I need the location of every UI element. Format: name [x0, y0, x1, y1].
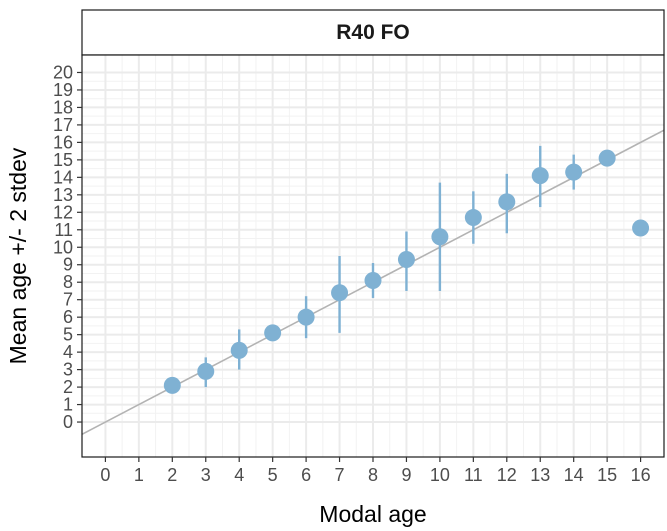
x-tick-label: 7 — [335, 465, 345, 485]
y-tick-label: 17 — [53, 115, 73, 135]
y-tick-label: 7 — [63, 290, 73, 310]
y-axis-title: Mean age +/- 2 stdev — [5, 147, 31, 364]
strip-background — [81, 9, 665, 56]
x-tick-label: 2 — [167, 465, 177, 485]
data-point — [632, 219, 650, 237]
x-tick-label: 16 — [631, 465, 651, 485]
y-tick-label: 16 — [53, 132, 73, 152]
x-tick-label: 3 — [201, 465, 211, 485]
facet-label: R40 FO — [336, 21, 410, 44]
y-tick-label: 1 — [63, 395, 73, 415]
y-tick-label: 6 — [63, 307, 73, 327]
y-tick-label: 2 — [63, 377, 73, 397]
x-axis-ticks: 0 1 2 3 4 5 6 7 8 9 10 11 12 13 14 15 16 — [100, 457, 651, 485]
y-tick-label: 18 — [53, 97, 73, 117]
data-point — [331, 284, 349, 302]
x-tick-label: 8 — [368, 465, 378, 485]
x-tick-label: 4 — [234, 465, 244, 485]
x-tick-label: 15 — [597, 465, 617, 485]
x-tick-label: 0 — [100, 465, 110, 485]
y-tick-label: 20 — [53, 62, 73, 82]
x-tick-label: 9 — [401, 465, 411, 485]
data-point — [197, 362, 215, 380]
x-tick-label: 10 — [430, 465, 450, 485]
y-tick-label: 13 — [53, 185, 73, 205]
data-point — [498, 193, 516, 211]
x-tick-label: 6 — [301, 465, 311, 485]
x-tick-label: 12 — [497, 465, 517, 485]
y-tick-label: 3 — [63, 360, 73, 380]
y-tick-label: 11 — [54, 220, 73, 240]
data-point — [464, 209, 482, 227]
data-point — [163, 376, 181, 394]
x-tick-label: 11 — [464, 465, 483, 485]
x-axis-title: Modal age — [319, 501, 426, 527]
y-tick-label: 19 — [53, 80, 73, 100]
grid — [82, 55, 664, 457]
x-tick-label: 13 — [530, 465, 550, 485]
data-point — [397, 250, 415, 268]
y-tick-label: 8 — [63, 272, 73, 292]
data-point — [565, 163, 583, 181]
y-tick-label: 5 — [63, 325, 73, 345]
y-tick-label: 12 — [53, 202, 73, 222]
y-tick-label: 9 — [63, 255, 73, 275]
x-tick-label: 5 — [268, 465, 278, 485]
y-tick-label: 14 — [53, 167, 73, 187]
y-tick-label: 10 — [53, 237, 73, 257]
y-tick-label: 15 — [53, 150, 73, 170]
data-point — [264, 324, 282, 342]
data-point — [230, 341, 248, 359]
data-point — [431, 228, 449, 246]
x-tick-label: 1 — [134, 465, 144, 485]
y-tick-label: 0 — [63, 412, 73, 432]
data-point — [531, 167, 549, 185]
y-tick-label: 4 — [63, 342, 73, 362]
data-point — [364, 271, 382, 289]
data-points — [163, 149, 650, 394]
x-tick-label: 14 — [564, 465, 584, 485]
data-point — [598, 149, 616, 167]
data-point — [297, 308, 315, 326]
